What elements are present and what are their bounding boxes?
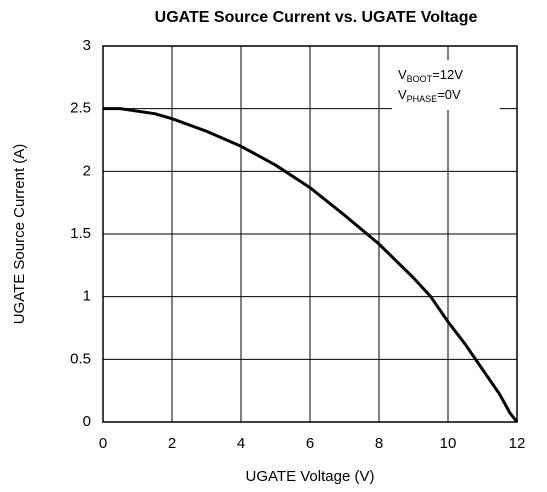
annotation-box xyxy=(392,60,500,110)
y-tick-label: 0 xyxy=(83,413,91,430)
chart-title: UGATE Source Current vs. UGATE Voltage xyxy=(155,9,478,26)
x-tick-label: 6 xyxy=(306,435,314,452)
x-axis-label: UGATE Voltage (V) xyxy=(246,468,375,485)
annotation: VBOOT=12V xyxy=(398,67,463,84)
plot-frame xyxy=(102,45,518,423)
y-tick-label: 2 xyxy=(83,162,91,179)
annotation-value: =12V xyxy=(432,67,463,82)
annotation-v: V xyxy=(398,87,407,102)
y-tick-label: 2.5 xyxy=(70,100,91,117)
y-axis-label: UGATE Source Current (A) xyxy=(11,144,28,325)
x-tick-label: 2 xyxy=(168,435,176,452)
annotation-sub: BOOT xyxy=(407,74,433,84)
annotation: VPHASE=0V xyxy=(398,87,461,104)
x-tick-label: 10 xyxy=(440,435,457,452)
y-tick-label: 3 xyxy=(83,37,91,54)
x-tick-label: 12 xyxy=(509,435,526,452)
x-tick-label: 4 xyxy=(237,435,245,452)
y-tick-label: 0.5 xyxy=(70,350,91,367)
x-tick-label: 0 xyxy=(99,435,107,452)
annotation-v: V xyxy=(398,67,407,82)
x-tick-label: 8 xyxy=(375,435,383,452)
annotation-sub: PHASE xyxy=(407,94,438,104)
y-tick-label: 1 xyxy=(83,288,91,305)
data-line xyxy=(103,107,519,423)
annotation-value: =0V xyxy=(437,87,461,102)
y-tick-label: 1.5 xyxy=(70,225,91,242)
